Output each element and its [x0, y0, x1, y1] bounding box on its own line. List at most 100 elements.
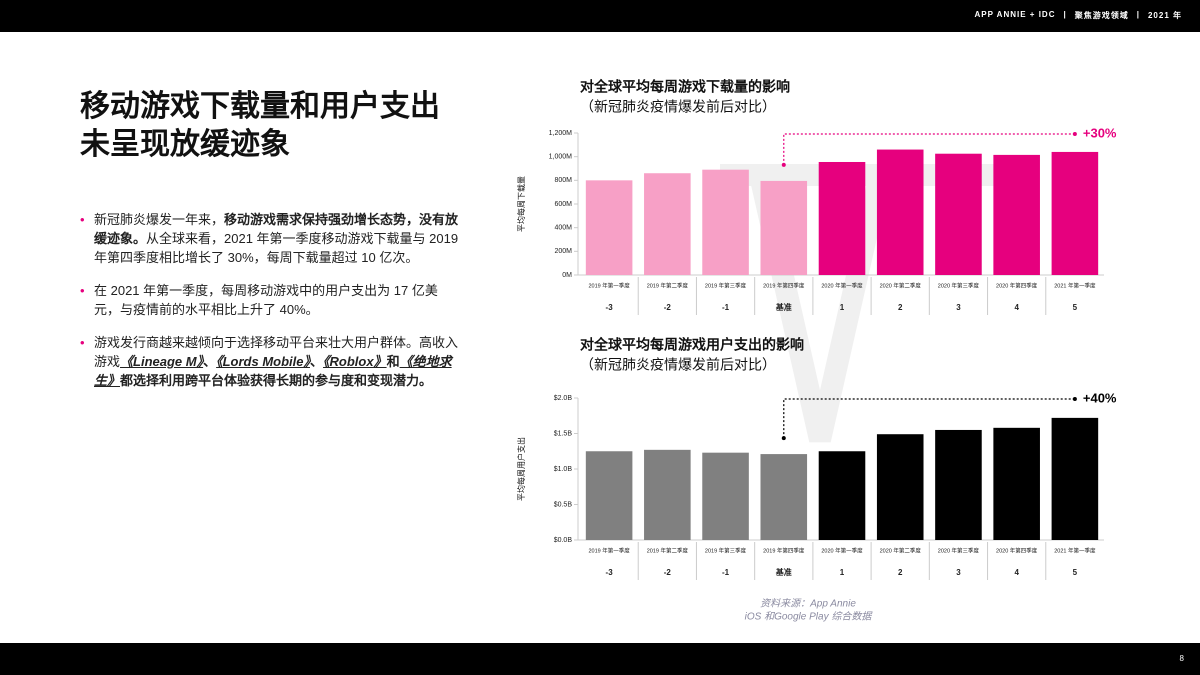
x-period-label: 3	[956, 568, 961, 577]
annotation-line	[783, 398, 1075, 439]
page-number: 8	[1179, 654, 1184, 663]
bullet-text: 《Lineage M》	[120, 354, 204, 369]
annotation: +30%	[1083, 125, 1117, 140]
bottom-bar: 8	[0, 643, 1200, 675]
bullet-text: 《绝地求生》	[94, 354, 452, 388]
x-tick-label: 2021 年第一季度	[1054, 281, 1096, 289]
bullet-text: 、	[203, 354, 217, 369]
bar	[993, 427, 1040, 540]
bar	[644, 173, 691, 275]
chart-title: 对全球平均每周游戏下载量的影响	[580, 79, 790, 95]
x-period-label: -1	[722, 568, 730, 577]
x-period-label: -2	[664, 303, 672, 312]
x-tick-label: 2021 年第一季度	[1054, 546, 1096, 554]
x-period-label: 3	[956, 303, 961, 312]
bullet: 在 2021 年第一季度，每周移动游戏中的用户支出为 17 亿美元，与疫情前的水…	[80, 281, 460, 319]
header-section: 聚焦游戏领域	[1074, 11, 1129, 20]
annotation-line	[783, 133, 1075, 165]
bullet-text: 从全球来看，2021 年第一季度移动游戏下载量与 2019 年第四季度相比增长了…	[94, 231, 459, 265]
source: 资料来源：App Annie	[760, 598, 856, 610]
x-tick-label: 2019 年第二季度	[647, 546, 689, 554]
x-tick-label: 2020 年第二季度	[880, 281, 922, 289]
bullet-text: 《Roblox》	[323, 354, 387, 369]
x-tick-label: 2019 年第三季度	[705, 546, 747, 554]
x-tick-label: 2019 年第四季度	[763, 281, 805, 289]
x-tick-label: 2019 年第三季度	[705, 281, 747, 289]
bullet-text: 游戏发行商越来越倾向于选择移动平台来壮大用户群体。高收入游戏	[94, 335, 459, 369]
bar	[935, 153, 982, 275]
y-axis-label: 平均每周下载量	[516, 176, 526, 232]
x-period-label: 4	[1014, 568, 1019, 577]
x-period-label: 1	[840, 303, 845, 312]
x-period-label: 2	[898, 303, 903, 312]
x-tick-label: 2019 年第一季度	[588, 546, 630, 554]
header-year: 2021 年	[1147, 11, 1182, 20]
x-tick-label: 2019 年第一季度	[588, 281, 630, 289]
chart-subtitle: （新冠肺炎疫情爆发前后对比）	[580, 357, 776, 373]
bar	[644, 449, 691, 540]
y-tick-label: $1.0B	[554, 466, 573, 473]
bullet-text: 、	[310, 354, 324, 369]
bar	[702, 452, 749, 540]
x-period-label: 5	[1073, 568, 1078, 577]
x-period-label: -3	[606, 568, 614, 577]
x-tick-label: 2019 年第四季度	[763, 546, 805, 554]
bar	[818, 161, 866, 275]
y-tick-label: $2.0B	[554, 395, 573, 402]
x-tick-label: 2020 年第四季度	[996, 281, 1038, 289]
x-period-label: 2	[898, 568, 903, 577]
bar	[935, 429, 982, 540]
y-tick-label: $0.0B	[554, 537, 573, 544]
bullet-text: 和	[386, 354, 400, 369]
header: APP ANNIE + IDC | 聚焦游戏领域 | 2021 年	[974, 10, 1182, 20]
bar	[760, 180, 808, 275]
annotation-dot	[1072, 397, 1077, 401]
bar	[585, 451, 633, 540]
x-period-label: 5	[1073, 303, 1078, 312]
source: iOS 和Google Play 综合数据	[745, 611, 874, 623]
bullet-text: 在 2021 年第一季度，每周移动游戏中的用户支出为 17 亿美元，与疫情前的水…	[94, 283, 438, 317]
y-tick-label: 200M	[554, 248, 572, 255]
top-bar: APP ANNIE + IDC | 聚焦游戏领域 | 2021 年	[0, 0, 1200, 32]
bar	[1051, 417, 1099, 540]
x-period-label: 1	[840, 568, 845, 577]
bullet-list: 新冠肺炎爆发一年来，移动游戏需求保持强劲增长态势，没有放缓迹象。从全球来看，20…	[80, 210, 460, 404]
y-tick-label: 0M	[562, 272, 572, 279]
y-tick-label: 600M	[554, 201, 572, 208]
x-period-label: 4	[1014, 303, 1019, 312]
x-tick-label: 2020 年第二季度	[880, 546, 922, 554]
y-tick-label: 1,000M	[549, 154, 573, 161]
y-tick-label: 800M	[554, 177, 572, 184]
x-tick-label: 2020 年第一季度	[821, 546, 863, 554]
bar	[993, 154, 1040, 275]
heading: 移动游戏下载量和用户支出 未呈现放缓迹象	[80, 88, 440, 164]
y-tick-label: 400M	[554, 225, 572, 232]
bullet-text: 新冠肺炎爆发一年来，	[94, 212, 225, 227]
annotation-dot	[781, 162, 786, 167]
chart-title: 对全球平均每周游戏用户支出的影响	[580, 337, 804, 353]
x-period-label: -3	[606, 303, 614, 312]
heading-line: 未呈现放缓迹象	[80, 128, 290, 161]
bullet-text: 《Lords Mobile》	[216, 354, 310, 369]
x-tick-label: 2020 年第三季度	[938, 281, 980, 289]
x-period-label: -1	[722, 303, 730, 312]
x-period-label: 基准	[775, 302, 792, 312]
header-brand: APP ANNIE + IDC	[974, 10, 1056, 19]
x-period-label: 基准	[775, 567, 792, 577]
x-period-label: -2	[664, 568, 672, 577]
x-tick-label: 2020 年第四季度	[996, 546, 1038, 554]
bullet: 游戏发行商越来越倾向于选择移动平台来壮大用户群体。高收入游戏《Lineage M…	[80, 333, 460, 390]
annotation: +40%	[1083, 390, 1117, 405]
heading-line: 移动游戏下载量和用户支出	[80, 90, 440, 123]
bar	[585, 180, 633, 275]
x-tick-label: 2020 年第一季度	[821, 281, 863, 289]
bar	[1051, 151, 1099, 275]
bar	[876, 149, 924, 275]
bullet-text: 都选择利用跨平台体验获得长期的参与度和变现潜力。	[120, 373, 433, 388]
y-tick-label: 1,200M	[549, 130, 573, 137]
bar	[818, 451, 866, 540]
bullet: 新冠肺炎爆发一年来，移动游戏需求保持强劲增长态势，没有放缓迹象。从全球来看，20…	[80, 210, 460, 267]
annotation-dot	[781, 436, 786, 441]
